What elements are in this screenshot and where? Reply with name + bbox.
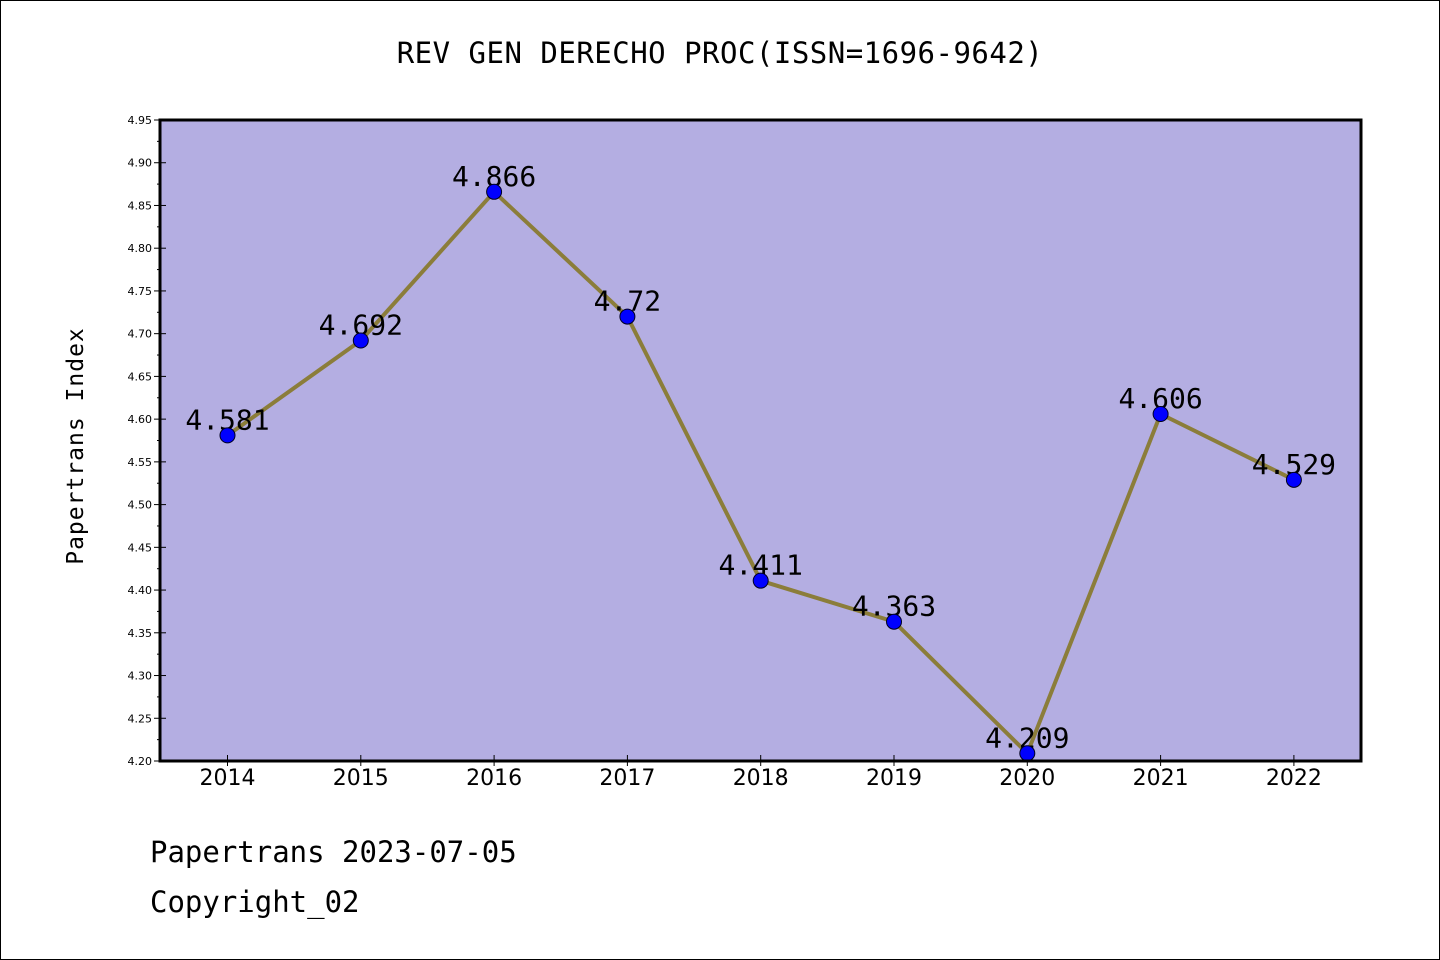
y-tick-label: 4.45 [128, 541, 153, 554]
data-point [219, 427, 236, 444]
y-tick-label: 4.35 [128, 627, 153, 640]
y-tick-label: 4.65 [128, 370, 153, 383]
y-tick-label: 4.80 [128, 242, 153, 255]
x-tick-label: 2020 [999, 766, 1055, 791]
data-point [1152, 406, 1169, 423]
x-tick-label: 2019 [866, 766, 922, 791]
x-tick-label: 2016 [466, 766, 522, 791]
y-tick-label: 4.50 [128, 499, 153, 512]
y-tick-label: 4.90 [128, 157, 153, 170]
data-point [1285, 471, 1302, 488]
footer-copyright: Copyright_02 [150, 885, 360, 919]
y-tick-label: 4.85 [128, 199, 153, 212]
chart-title: REV GEN DERECHO PROC(ISSN=1696-9642) [396, 36, 1044, 70]
data-point [752, 572, 769, 589]
x-tick-label: 2021 [1133, 766, 1189, 791]
data-point [486, 183, 503, 200]
y-tick-label: 4.55 [128, 456, 153, 469]
y-tick-label: 4.30 [128, 670, 153, 683]
x-tick-label: 2022 [1266, 766, 1322, 791]
y-tick-label: 4.25 [128, 712, 153, 725]
data-point [619, 308, 636, 325]
y-tick-label: 4.20 [128, 755, 153, 768]
x-tick-label: 2017 [599, 766, 655, 791]
y-tick-label: 4.60 [128, 413, 153, 426]
y-tick-label: 4.40 [128, 584, 153, 597]
data-point [886, 613, 902, 630]
plot-border [158, 118, 1363, 763]
footer-date: Papertrans 2023-07-05 [150, 835, 517, 869]
y-tick-label: 4.70 [128, 328, 153, 341]
x-tick-label: 2018 [733, 766, 789, 791]
data-point [352, 332, 369, 349]
plot-area [160, 120, 1361, 761]
y-tick-label: 4.95 [128, 114, 153, 127]
y-tick-label: 4.75 [128, 285, 153, 298]
x-tick-label: 2014 [200, 766, 256, 791]
x-tick-label: 2015 [333, 766, 389, 791]
data-point [1019, 745, 1036, 762]
